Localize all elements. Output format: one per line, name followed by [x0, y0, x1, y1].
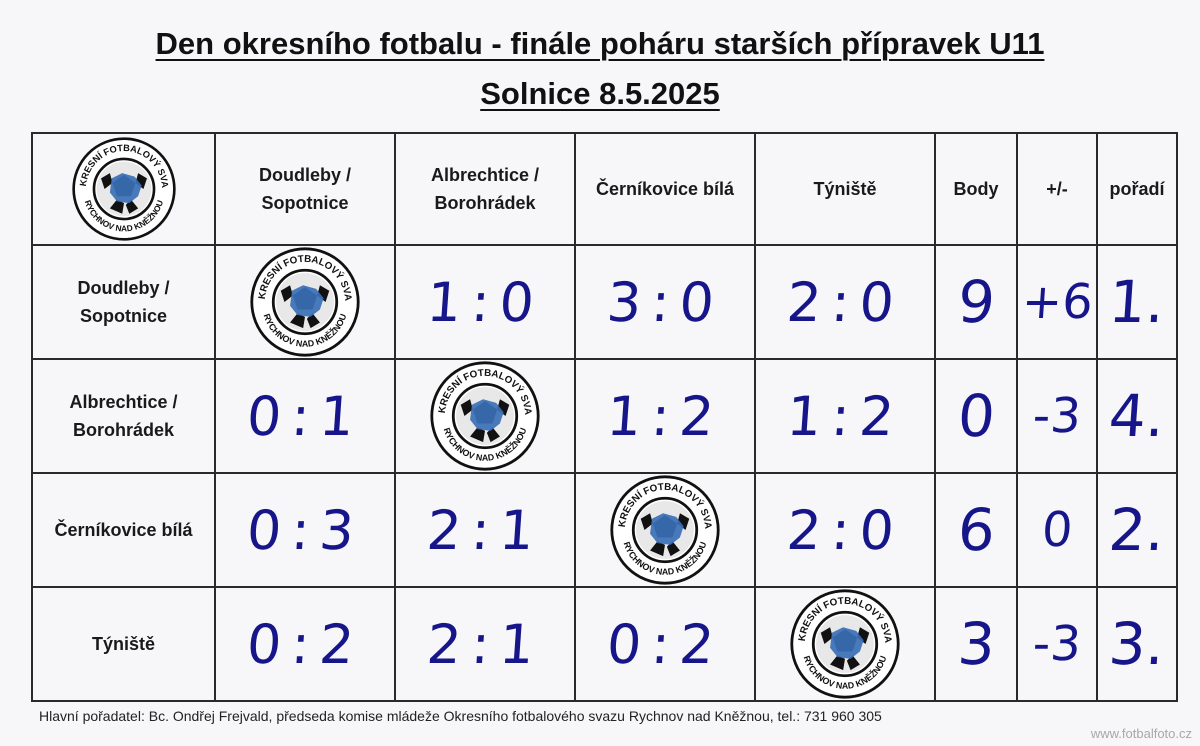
- goal-diff-cell: +6: [1016, 244, 1098, 360]
- header-row: OKRESNÍ FOTBALOVÝ SVAZRYCHNOV NAD KNĚŽNO…: [31, 132, 1178, 246]
- points-cell: 9: [934, 244, 1018, 360]
- score-cell: 0:2: [214, 586, 396, 702]
- score-cell: 2:0: [754, 244, 936, 360]
- table-row: Týniště 0:2 2:1 0:2 OKRESNÍ FOTBALOVÝ SV…: [31, 586, 1178, 702]
- goal-diff-cell: -3: [1016, 358, 1098, 474]
- score-cell: 0:2: [574, 586, 756, 702]
- score-cell: 0:3: [214, 472, 396, 588]
- col-header-team-3: Černíkovice bílá: [574, 132, 756, 246]
- points-cell: 3: [934, 586, 1018, 702]
- col-header-rank: pořadí: [1096, 132, 1178, 246]
- table-row: Albrechtice /Borohrádek 0:1 OKRESNÍ FOTB…: [31, 358, 1178, 474]
- score-cell: 1:2: [574, 358, 756, 474]
- score-cell: 1:2: [754, 358, 936, 474]
- col-header-team-1: Doudleby / Sopotnice: [214, 132, 396, 246]
- watermark: www.fotbalfoto.cz: [1090, 726, 1192, 741]
- organizer-footer: Hlavní pořadatel: Bc. Ondřej Frejvald, p…: [39, 708, 882, 724]
- row-header-team-1: Doudleby / Sopotnice: [31, 244, 216, 360]
- points-cell: 6: [934, 472, 1018, 588]
- col-header-points: Body: [934, 132, 1018, 246]
- association-logo-icon: OKRESNÍ FOTBALOVÝ SVAZRYCHNOV NAD KNĚŽNO…: [71, 136, 176, 241]
- rank-cell: 4.: [1096, 358, 1178, 474]
- rank-cell: 3.: [1096, 586, 1178, 702]
- results-table: OKRESNÍ FOTBALOVÝ SVAZRYCHNOV NAD KNĚŽNO…: [31, 132, 1178, 702]
- corner-logo-cell: OKRESNÍ FOTBALOVÝ SVAZRYCHNOV NAD KNĚŽNO…: [31, 132, 216, 246]
- col-header-team-4: Týniště: [754, 132, 936, 246]
- row-header-team-2: Albrechtice / Borohrádek: [31, 358, 216, 474]
- row-header-team-4: Týniště: [31, 586, 216, 702]
- score-cell: 2:1: [394, 586, 576, 702]
- diagonal-logo-cell: OKRESNÍ FOTBALOVÝ SVAZRYCHNOV NAD KNĚŽNO…: [754, 586, 936, 702]
- association-logo-icon: OKRESNÍ FOTBALOVÝ SVAZRYCHNOV NAD KNĚŽNO…: [429, 361, 540, 471]
- table-row: Černíkovice bílá 0:3 2:1 OKRESNÍ FOTBALO…: [31, 472, 1178, 588]
- diagonal-logo-cell: OKRESNÍ FOTBALOVÝ SVAZRYCHNOV NAD KNĚŽNO…: [574, 472, 756, 588]
- association-logo-icon: OKRESNÍ FOTBALOVÝ SVAZRYCHNOV NAD KNĚŽNO…: [609, 475, 720, 585]
- document-subtitle: Solnice 8.5.2025: [480, 76, 720, 111]
- association-logo-icon: OKRESNÍ FOTBALOVÝ SVAZRYCHNOV NAD KNĚŽNO…: [789, 589, 900, 699]
- association-logo-icon: OKRESNÍ FOTBALOVÝ SVAZRYCHNOV NAD KNĚŽNO…: [249, 247, 360, 357]
- col-header-goal-diff: +/-: [1016, 132, 1098, 246]
- col-header-team-2: Albrechtice / Borohrádek: [394, 132, 576, 246]
- goal-diff-cell: 0: [1016, 472, 1098, 588]
- goal-diff-cell: -3: [1016, 586, 1098, 702]
- score-cell: 0:1: [214, 358, 396, 474]
- score-cell: 2:1: [394, 472, 576, 588]
- diagonal-logo-cell: OKRESNÍ FOTBALOVÝ SVAZRYCHNOV NAD KNĚŽNO…: [394, 358, 576, 474]
- table-row: Doudleby /Sopotnice OKRESNÍ FOTBALOVÝ SV…: [31, 244, 1178, 360]
- score-cell: 3:0: [574, 244, 756, 360]
- score-cell: 1:0: [394, 244, 576, 360]
- rank-cell: 2.: [1096, 472, 1178, 588]
- document-title: Den okresního fotbalu - finále poháru st…: [155, 26, 1045, 61]
- row-header-team-3: Černíkovice bílá: [31, 472, 216, 588]
- diagonal-logo-cell: OKRESNÍ FOTBALOVÝ SVAZRYCHNOV NAD KNĚŽNO…: [214, 244, 396, 360]
- score-cell: 2:0: [754, 472, 936, 588]
- points-cell: 0: [934, 358, 1018, 474]
- rank-cell: 1.: [1096, 244, 1178, 360]
